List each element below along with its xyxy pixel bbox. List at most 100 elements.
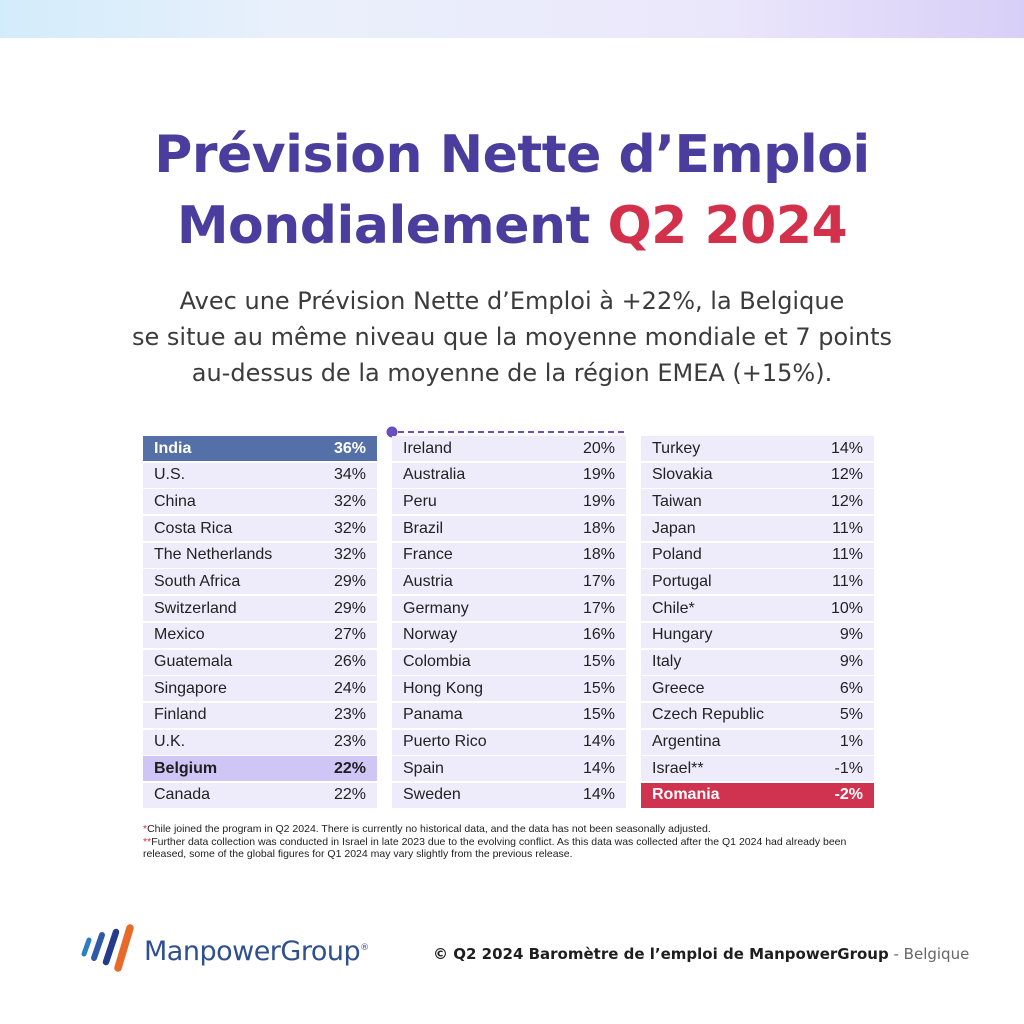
forecast-value: 17% xyxy=(582,599,615,617)
country-name: Australia xyxy=(403,466,466,484)
country-name: Finland xyxy=(154,706,207,724)
forecast-value: 23% xyxy=(333,733,366,751)
table-row: Hong Kong 15% xyxy=(392,676,626,702)
forecast-value: 15% xyxy=(582,706,615,724)
forecast-value: 29% xyxy=(333,572,366,590)
table-row: Sweden 14% xyxy=(392,782,626,808)
forecast-value: 14% xyxy=(582,786,615,804)
table-row: Romania -2% xyxy=(641,782,874,808)
table-row: Brazil 18% xyxy=(392,516,626,542)
forecast-value: 23% xyxy=(333,706,366,724)
forecast-value: 9% xyxy=(839,626,863,644)
table-row: Austria 17% xyxy=(392,569,626,595)
table-row: The Netherlands 32% xyxy=(143,542,377,568)
country-name: Poland xyxy=(652,546,702,564)
forecast-value: 22% xyxy=(333,759,366,777)
table-row: Switzerland 29% xyxy=(143,596,377,622)
table-row: Israel** -1% xyxy=(641,756,874,782)
forecast-value: 36% xyxy=(333,439,366,457)
forecast-value: 26% xyxy=(333,653,366,670)
subtitle-line: se situe au même niveau que la moyenne m… xyxy=(132,323,892,351)
country-name: Turkey xyxy=(652,439,701,457)
table-row: U.K. 23% xyxy=(143,729,377,755)
table-row: France 18% xyxy=(392,542,626,568)
forecast-value: 32% xyxy=(333,519,366,537)
country-name: Germany xyxy=(403,599,469,617)
registered-mark: ® xyxy=(360,943,369,953)
country-name: South Africa xyxy=(154,572,241,590)
footnotes: *Chile joined the program in Q2 2024. Th… xyxy=(143,823,883,861)
table-row: Argentina 1% xyxy=(641,729,874,755)
forecast-value: 14% xyxy=(830,439,863,457)
forecast-value: 6% xyxy=(839,679,863,697)
country-name: U.S. xyxy=(154,466,186,484)
copyright-text: © Q2 2024 Baromètre de l’emploi de Manpo… xyxy=(433,945,889,963)
title-quarter-accent: Q2 2024 xyxy=(607,196,848,256)
table-row: Puerto Rico 14% xyxy=(392,729,626,755)
country-name: France xyxy=(403,546,453,564)
forecast-value: 10% xyxy=(830,599,863,617)
country-name: Switzerland xyxy=(154,599,237,617)
title-text-main: Mondialement xyxy=(176,196,591,256)
logo-wordmark: ManpowerGroup® xyxy=(144,936,369,967)
footnote-mark: ** xyxy=(143,835,152,848)
table-row: Greece 6% xyxy=(641,676,874,702)
table-row: Belgium 22% xyxy=(143,756,377,782)
table-row: Norway 16% xyxy=(392,622,626,648)
forecast-value: 14% xyxy=(582,733,615,751)
country-name: Israel** xyxy=(652,759,704,777)
table-row: Japan 11% xyxy=(641,516,874,542)
country-name: Sweden xyxy=(403,786,461,804)
country-name: Canada xyxy=(154,786,211,804)
table-row: Turkey 14% xyxy=(641,436,874,461)
footnote-chile: *Chile joined the program in Q2 2024. Th… xyxy=(143,823,883,836)
footnote-mark: * xyxy=(143,823,148,835)
country-name: Greece xyxy=(652,679,705,697)
table-row: Hungary 9% xyxy=(641,622,874,648)
table-row: Peru 19% xyxy=(392,489,626,515)
forecast-value: 15% xyxy=(582,679,615,697)
forecast-value: 20% xyxy=(582,439,615,457)
forecast-value: 15% xyxy=(582,653,615,670)
forecast-value: 32% xyxy=(333,492,366,510)
forecast-value: 24% xyxy=(333,679,366,697)
page-title-line-1: Prévision Nette d’Emploi xyxy=(0,125,1024,185)
footnote-text: Further data collection was conducted in… xyxy=(143,835,847,861)
country-name: Panama xyxy=(403,706,463,724)
subtitle: Avec une Prévision Nette d’Emploi à +22%… xyxy=(0,283,1024,391)
page-title-line-2: Mondialement Q2 2024 xyxy=(0,196,1024,256)
country-name: Puerto Rico xyxy=(403,733,487,751)
forecast-value: 11% xyxy=(832,572,863,590)
country-name: Argentina xyxy=(652,733,721,751)
logo-stripes-icon xyxy=(81,924,134,972)
table-row: Portugal 11% xyxy=(641,569,874,595)
forecast-value: -2% xyxy=(834,786,863,804)
country-name: Romania xyxy=(652,786,720,804)
country-name: Taiwan xyxy=(652,492,702,510)
forecast-value: 5% xyxy=(839,706,863,724)
country-name: Colombia xyxy=(403,653,471,670)
country-name: Brazil xyxy=(403,519,444,537)
country-name: Hong Kong xyxy=(403,679,484,697)
table-row: U.S. 34% xyxy=(143,462,377,488)
table-row: Taiwan 12% xyxy=(641,489,874,515)
forecast-value: 19% xyxy=(582,492,615,510)
table-row: Ireland 20% xyxy=(392,436,626,461)
country-name: Spain xyxy=(403,759,444,777)
forecast-value: 17% xyxy=(582,572,615,590)
table-row: Chile* 10% xyxy=(641,596,874,622)
forecast-value: 34% xyxy=(333,466,366,484)
country-name: Guatemala xyxy=(154,653,233,670)
table-row: Slovakia 12% xyxy=(641,462,874,488)
country-name: Hungary xyxy=(652,626,713,644)
country-name: Ireland xyxy=(403,439,452,457)
forecast-value: 11% xyxy=(832,546,863,564)
subtitle-line: au-dessus de la moyenne de la région EME… xyxy=(191,359,833,387)
subtitle-line: Avec une Prévision Nette d’Emploi à +22%… xyxy=(179,287,845,315)
table-row: Czech Republic 5% xyxy=(641,702,874,728)
copyright-notice: © Q2 2024 Baromètre de l’emploi de Manpo… xyxy=(433,945,969,963)
country-name: Chile* xyxy=(652,599,695,617)
table-row: Panama 15% xyxy=(392,702,626,728)
forecast-value: 16% xyxy=(582,626,615,644)
table-row: India 36% xyxy=(143,436,377,461)
